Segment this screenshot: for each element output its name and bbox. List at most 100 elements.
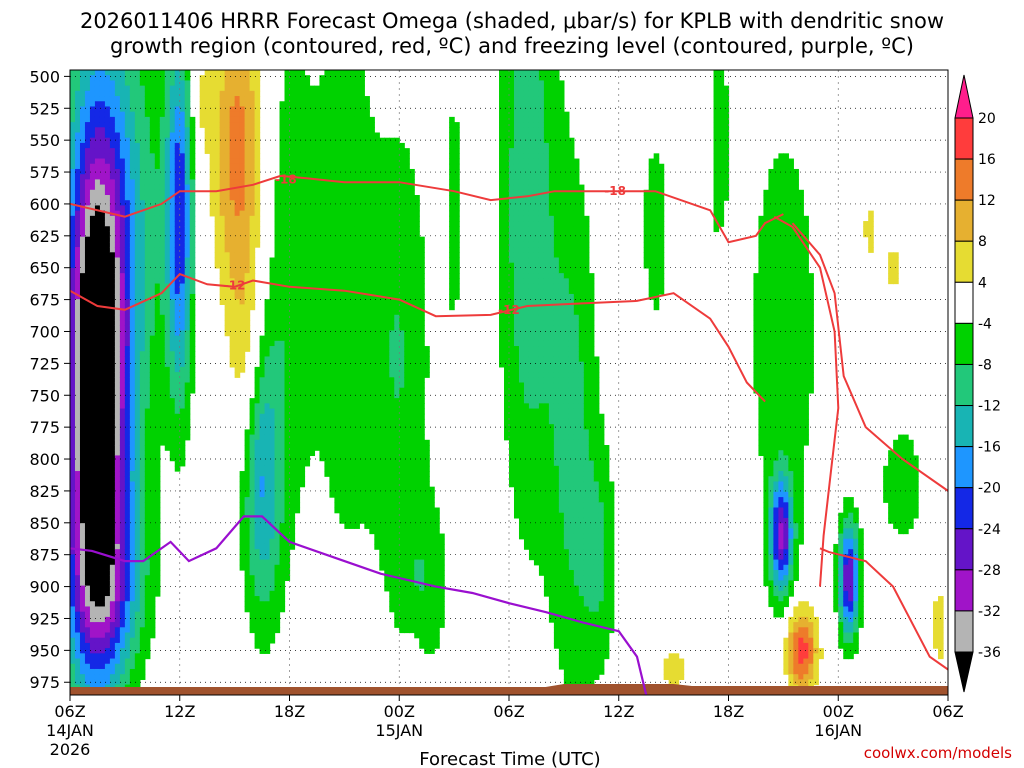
omega-cell (94, 590, 101, 597)
omega-cell (354, 434, 360, 441)
omega-cell (134, 403, 141, 410)
omega-cell (169, 226, 176, 233)
omega-cell (339, 70, 345, 76)
omega-cell (119, 653, 126, 660)
omega-cell (309, 377, 316, 384)
omega-cell (264, 590, 271, 597)
omega-cell (214, 137, 221, 144)
omega-cell (74, 575, 81, 582)
omega-cell (189, 288, 196, 295)
omega-cell (84, 533, 91, 540)
omega-cell (144, 387, 151, 394)
omega-cell (149, 116, 156, 123)
omega-cell (249, 158, 256, 165)
omega-cell (154, 200, 161, 207)
omega-cell (234, 330, 241, 337)
omega-cell (79, 658, 86, 665)
omega-cell (309, 413, 316, 420)
omega-cell (164, 356, 171, 363)
omega-cell (74, 210, 81, 217)
omega-cell (104, 231, 111, 238)
omega-cell (309, 241, 316, 248)
omega-cell (134, 627, 141, 634)
omega-cell (279, 507, 286, 514)
omega-cell (324, 111, 331, 118)
omega-cell (104, 528, 111, 535)
omega-cell (319, 90, 326, 97)
omega-cell (329, 137, 335, 144)
omega-cell (154, 257, 161, 264)
omega-cell (229, 351, 236, 358)
omega-cell (94, 70, 101, 76)
omega-cell (79, 424, 86, 430)
omega-cell (239, 543, 246, 550)
omega-cell (229, 85, 236, 92)
omega-cell (304, 325, 311, 332)
omega-cell (109, 215, 116, 222)
omega-cell (319, 179, 326, 186)
omega-cell (329, 351, 335, 358)
omega-cell (129, 413, 136, 420)
omega-cell (349, 356, 355, 363)
omega-cell (99, 111, 106, 118)
omega-cell (179, 340, 186, 347)
omega-cell (274, 439, 281, 446)
omega-cell (299, 137, 306, 144)
omega-cell (84, 137, 91, 144)
omega-cell (134, 377, 141, 384)
omega-cell (284, 325, 291, 332)
omega-cell (339, 476, 345, 483)
omega-cell (284, 247, 291, 253)
omega-cell (164, 101, 171, 108)
omega-cell (104, 288, 111, 295)
omega-cell (109, 340, 116, 347)
omega-cell (179, 299, 186, 305)
omega-cell (149, 606, 156, 613)
omega-cell (79, 101, 86, 108)
omega-cell (149, 142, 156, 149)
omega-cell (99, 424, 106, 430)
omega-cell (334, 267, 340, 274)
omega-cell (164, 403, 171, 410)
omega-cell (254, 231, 261, 238)
omega-cell (89, 70, 96, 76)
omega-cell (70, 205, 76, 212)
omega-cell (329, 418, 335, 425)
omega-cell (219, 288, 226, 295)
omega-cell (234, 320, 241, 326)
omega-cell (124, 267, 131, 274)
omega-cell (334, 445, 340, 451)
omega-cell (129, 262, 136, 269)
omega-cell (359, 116, 365, 123)
omega-cell (319, 163, 326, 170)
omega-cell (304, 195, 311, 201)
omega-cell (314, 299, 321, 305)
omega-cell (294, 142, 301, 149)
omega-cell (119, 247, 126, 253)
omega-cell (149, 403, 156, 410)
omega-cell (279, 549, 286, 555)
omega-cell (70, 372, 76, 378)
omega-cell (139, 241, 146, 248)
omega-cell (139, 195, 146, 201)
omega-cell (144, 304, 151, 311)
omega-cell (179, 148, 186, 154)
omega-cell (94, 559, 101, 566)
omega-cell (324, 116, 331, 123)
omega-cell (189, 377, 196, 384)
omega-cell (289, 314, 296, 321)
omega-cell (114, 262, 121, 269)
omega-cell (259, 507, 266, 514)
omega-cell (74, 543, 81, 550)
omega-cell (149, 627, 156, 634)
omega-cell (289, 252, 296, 259)
omega-cell (124, 622, 131, 628)
omega-cell (289, 351, 296, 358)
omega-cell (309, 392, 316, 399)
omega-cell (114, 679, 121, 686)
omega-cell (164, 278, 171, 285)
omega-cell (119, 471, 126, 477)
omega-cell (74, 554, 81, 561)
omega-cell (294, 231, 301, 238)
omega-cell (359, 418, 365, 425)
